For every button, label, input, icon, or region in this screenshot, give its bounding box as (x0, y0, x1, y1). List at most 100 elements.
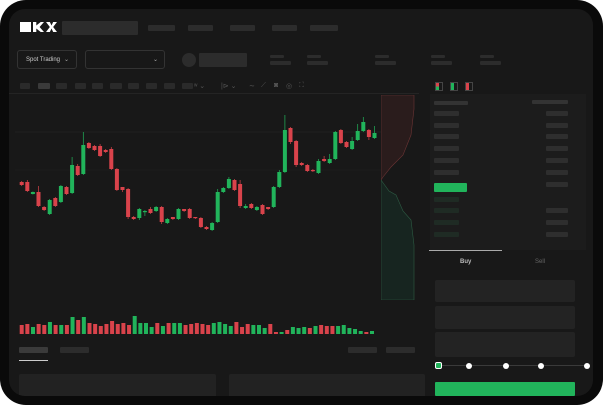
candle-body (36, 192, 41, 206)
timeframe-button[interactable] (38, 83, 50, 89)
filter-button[interactable] (348, 347, 377, 353)
volume-bar (36, 324, 41, 334)
tab-sell[interactable]: Sell (535, 259, 546, 265)
candle-body (355, 131, 360, 140)
chart-type-icon[interactable]: |⊳ ⌄ (221, 83, 237, 90)
volume-bar (53, 325, 58, 334)
timeframe-button[interactable] (146, 83, 157, 89)
volume-bar (285, 330, 290, 334)
nav-item[interactable] (148, 25, 175, 31)
bid-price (434, 220, 459, 225)
volume-bar (268, 324, 273, 334)
ask-price (434, 170, 459, 175)
slider-handle[interactable] (435, 362, 442, 369)
candle-body (109, 149, 114, 169)
slider-stop-50[interactable] (503, 363, 509, 369)
candle-body (70, 165, 75, 193)
tab-open-orders[interactable] (19, 347, 48, 353)
volume-bar (228, 326, 233, 334)
last-price (434, 183, 467, 192)
camera-icon[interactable]: ◙ (274, 82, 279, 89)
orderbook-both-icon[interactable] (435, 82, 443, 91)
buy-submit-button[interactable] (435, 382, 575, 396)
filter-button[interactable] (386, 347, 415, 353)
candle-body (327, 159, 332, 163)
volume-bar (121, 323, 126, 334)
candlestick-chart[interactable] (15, 95, 381, 335)
volume-bar (132, 316, 137, 334)
search-box[interactable] (62, 21, 138, 35)
orderbook-sell-icon[interactable] (465, 82, 473, 91)
candle-body (215, 192, 220, 222)
last-price-amount (546, 182, 568, 187)
line-tool-icon[interactable]: ∼ (249, 83, 255, 90)
timeframe-button[interactable] (164, 83, 175, 89)
ask-amount (546, 123, 568, 128)
candle-body (271, 187, 276, 207)
candle-body (182, 209, 187, 211)
timeframe-button[interactable] (20, 83, 30, 89)
settings-icon[interactable]: ◎ (286, 83, 293, 90)
orderbook-header-price (434, 101, 468, 105)
timeframe-button[interactable] (56, 83, 67, 89)
ask-price (434, 123, 459, 128)
slider-stop-75[interactable] (538, 363, 544, 369)
volume-bar (104, 324, 109, 334)
trade-tab-underline (429, 250, 502, 251)
market-type-dropdown[interactable]: Spot Trading ⌄ (17, 50, 77, 69)
total-input[interactable] (435, 332, 575, 357)
volume-bar (166, 323, 171, 334)
tab-buy[interactable]: Buy (460, 259, 472, 265)
slider-stop-25[interactable] (466, 363, 472, 369)
orderbook-buy-icon[interactable] (450, 82, 458, 91)
app-screen: Spot Trading ⌄ ⌄ ʷ ⌄ |⊳ ⌄ ∼ ⟋ ◙ ◎ ⛶ Buy S… (9, 9, 593, 396)
nav-item[interactable] (230, 25, 255, 31)
volume-bar (172, 323, 177, 334)
timeframe-button[interactable] (75, 83, 86, 89)
orderbook-panel (430, 94, 586, 250)
amount-slider[interactable] (439, 365, 587, 366)
nav-item[interactable] (188, 25, 213, 31)
volume-bar (370, 331, 374, 334)
stat-value (270, 61, 291, 65)
slider-stop-100[interactable] (584, 363, 590, 369)
volume-bar (115, 324, 120, 334)
candle-body (361, 122, 366, 131)
volume-bar (47, 322, 52, 334)
depth-chart (381, 95, 415, 300)
stat-label (270, 55, 284, 58)
amount-input[interactable] (435, 306, 575, 329)
volume-bar (245, 324, 250, 334)
stat-label (375, 55, 389, 58)
volume-bar (138, 323, 143, 334)
candle-body (221, 188, 226, 192)
timeframe-button[interactable] (92, 83, 103, 89)
candle-body (282, 130, 287, 172)
volume-bar (76, 320, 81, 334)
volume-bar (336, 326, 341, 334)
ruler-icon[interactable]: ⟋ (261, 82, 266, 89)
candle-body (187, 209, 192, 218)
price-input[interactable] (435, 280, 575, 302)
volume-bar (364, 332, 369, 334)
timeframe-button[interactable] (110, 83, 122, 89)
candle-body (226, 179, 231, 188)
nav-item[interactable] (310, 25, 338, 31)
bid-price (434, 208, 459, 213)
candle-body (165, 219, 170, 223)
fullscreen-icon[interactable]: ⛶ (299, 82, 304, 89)
ask-amount (546, 134, 568, 139)
volume-bar (183, 325, 188, 334)
indicator-icon[interactable]: ʷ ⌄ (194, 83, 206, 90)
okx-logo[interactable] (20, 22, 57, 32)
pair-dropdown[interactable]: ⌄ (85, 50, 165, 69)
volume-bar (93, 324, 98, 334)
tab-order-history[interactable] (60, 347, 89, 353)
candle-body (198, 218, 203, 227)
timeframe-button[interactable] (182, 83, 193, 89)
chart-divider (9, 93, 419, 94)
timeframe-button[interactable] (128, 83, 139, 89)
nav-item[interactable] (272, 25, 297, 31)
chevron-down-icon: ⌄ (64, 57, 70, 63)
volume-bar (127, 325, 132, 334)
